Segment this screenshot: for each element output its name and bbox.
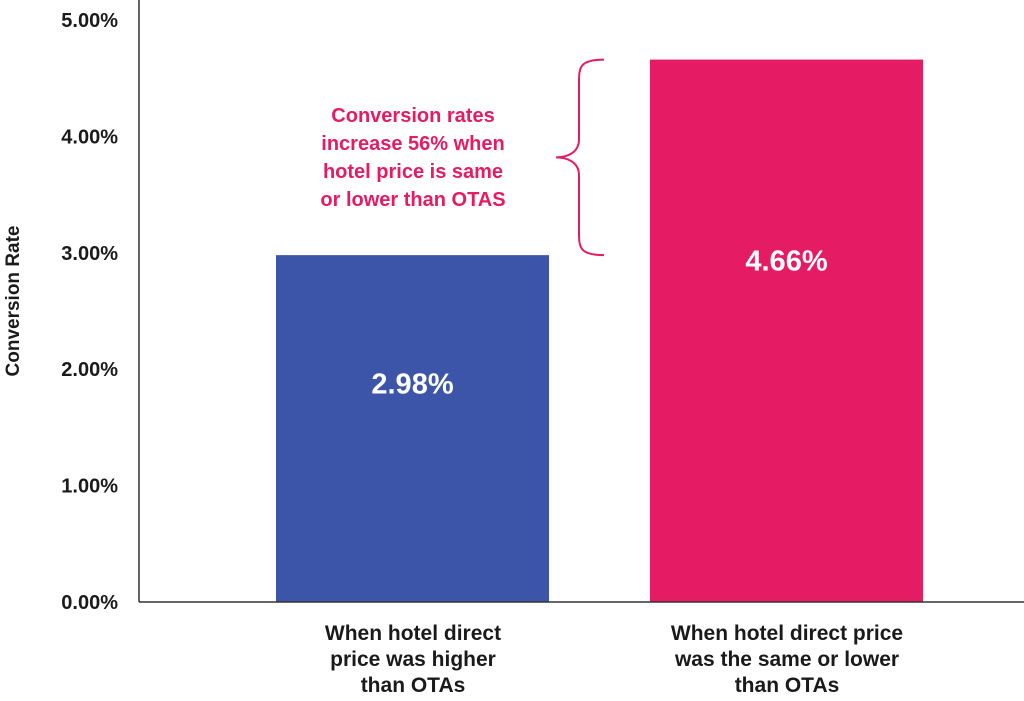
bar <box>276 255 549 603</box>
annotation-text: Conversion rates increase 56% when hotel p… <box>320 105 505 211</box>
y-tick-label: 0.00% <box>61 592 118 614</box>
bar <box>650 59 923 603</box>
bar-value-label: 2.98% <box>371 368 453 400</box>
y-axis-label: Conversion Rate <box>3 226 24 377</box>
annotation: Conversion rates increase 56% when hotel p… <box>320 58 605 257</box>
bar-value-label: 4.66% <box>745 245 827 277</box>
y-tick-label: 2.00% <box>61 359 118 381</box>
category-labels: When hotel direct price was higher than OT… <box>325 622 903 697</box>
y-tick-label: 5.00% <box>61 10 118 32</box>
category-label: When hotel direct price was the same or l… <box>671 622 903 697</box>
category-label: When hotel direct price was higher than OT… <box>325 622 501 697</box>
y-tick-label: 3.00% <box>61 243 118 265</box>
y-tick-label: 4.00% <box>61 126 118 148</box>
brace-icon <box>555 58 605 257</box>
y-tick-label: 1.00% <box>61 476 118 498</box>
data-labels: 2.98% 4.66% <box>371 245 827 400</box>
bars <box>276 59 923 603</box>
y-axis-ticks: 0.00% 1.00% 2.00% 3.00% 4.00% 5.00% <box>61 10 118 614</box>
